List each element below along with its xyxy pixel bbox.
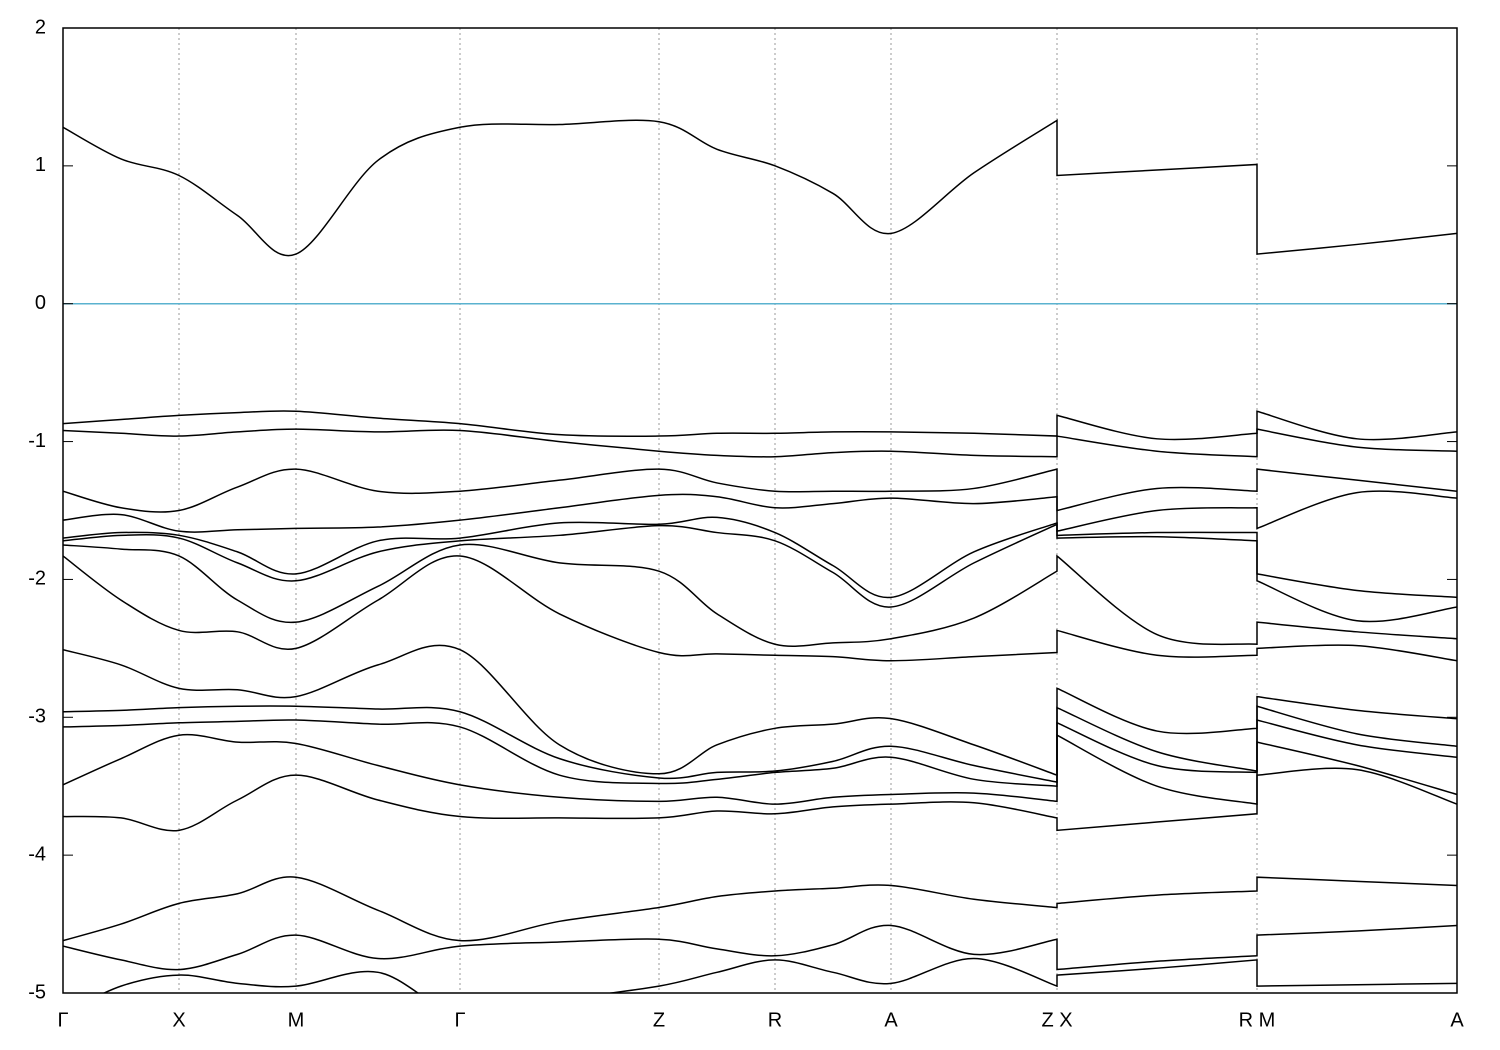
y-tick-label: -5 [28,981,46,1003]
x-tick-label: Z [653,1009,665,1031]
band-line [63,705,1457,783]
x-tick-label: Γ [454,1009,465,1031]
x-tick-label: R [768,1009,782,1031]
x-tick-label: R M [1239,1009,1276,1031]
y-tick-label: 2 [35,16,46,38]
y-tick-label: -1 [28,430,46,452]
band-line [63,119,1457,257]
band-line [63,555,1457,662]
y-tick-label: 0 [35,292,46,314]
band-line [63,719,1457,788]
x-tick-label: Z X [1041,1009,1072,1031]
x-tick-label: Γ [57,1009,68,1031]
plot-frame [62,27,1458,994]
x-tick-label: X [172,1009,185,1031]
band-line [63,428,1457,458]
band-line [63,644,1457,777]
band-line [63,410,1457,441]
plot-area [63,119,1457,993]
y-tick-label: 1 [35,154,46,176]
y-tick-label: -2 [28,568,46,590]
band-line [63,543,1457,647]
band-line [63,733,1457,806]
band-line [63,767,1457,832]
band-line [63,490,1457,533]
band-line [63,523,1457,623]
band-line [63,516,1457,599]
x-tick-label: A [884,1009,898,1031]
y-tick-label: -3 [28,706,46,728]
band-line [63,924,1457,971]
x-tick-label: A [1450,1009,1464,1031]
band-line [63,876,1457,942]
band-line [63,468,1457,513]
x-tick-label: M [288,1009,305,1031]
y-tick-label: -4 [28,843,46,865]
grid-layer [62,28,1458,993]
band-line [102,957,1457,993]
axes-layer: -5 -4 -3 -2 -1 0 1 2 Γ X M Γ Z R A Z X R M A [28,16,1464,1031]
